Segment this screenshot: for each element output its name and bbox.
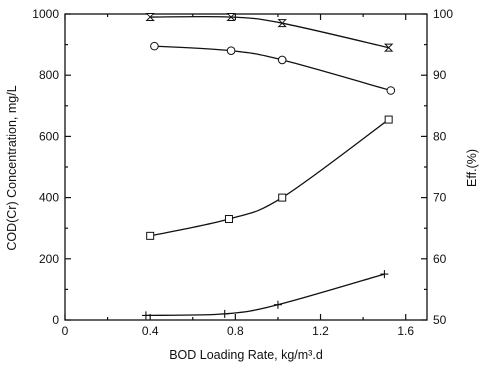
y-right-tick-label: 100 [433,7,453,21]
x-tick-label: 1.2 [312,324,329,338]
plot-border [64,13,428,321]
y-right-tick-label: 50 [433,313,447,327]
y-right-tick-label: 90 [433,68,447,82]
circle-marker [386,86,396,95]
x-tick-label: 0.4 [142,324,159,338]
circle-marker [226,46,236,56]
hourglass-marker [145,13,155,22]
circle-marker [277,55,287,65]
y-left-tick-label: 400 [39,191,59,205]
square-marker [278,193,287,202]
curve-group [145,15,391,317]
square-marker [224,215,233,224]
series-curve-plus [145,273,385,317]
x-tick-label: 0.8 [227,324,244,338]
hourglass-marker [277,19,287,28]
tick-group: 0 0.4 0.8 1.2 1.6 0 200 400 600 800 1000 50 60 70 80 90… [32,7,453,338]
y-left-tick-label: 800 [39,68,59,82]
x-tick-label: 1.6 [397,324,414,338]
series-curve-hourglass [150,15,389,49]
plot-frame [64,13,428,321]
y-left-tick-label: 0 [52,313,59,327]
y-right-tick-label: 60 [433,252,447,266]
plus-marker [220,309,229,318]
y-left-tick-label: 600 [39,129,59,143]
square-marker [146,231,155,240]
hourglass-marker [226,13,236,22]
y-right-tick-label: 80 [433,129,447,143]
square-marker [384,115,393,124]
y-left-tick-label: 200 [39,252,59,266]
y-axis-right-label: Eff.(%) [465,149,479,187]
x-axis-label: BOD Loading Rate, kg/m³.d [169,348,323,362]
y-left-tick-label: 1000 [32,7,59,21]
hourglass-marker [383,43,394,52]
circle-marker [150,41,159,51]
plus-marker [273,300,282,309]
x-tick-label: 0 [62,324,69,338]
y-right-tick-label: 70 [433,191,447,205]
series-curve-circle [154,45,391,92]
series-curve-square [150,119,390,237]
y-axis-left-label: COD(Cr) Concentration, mg/L [5,85,19,250]
plus-marker [380,270,389,279]
marker-group [141,13,396,320]
plus-marker [141,311,150,320]
